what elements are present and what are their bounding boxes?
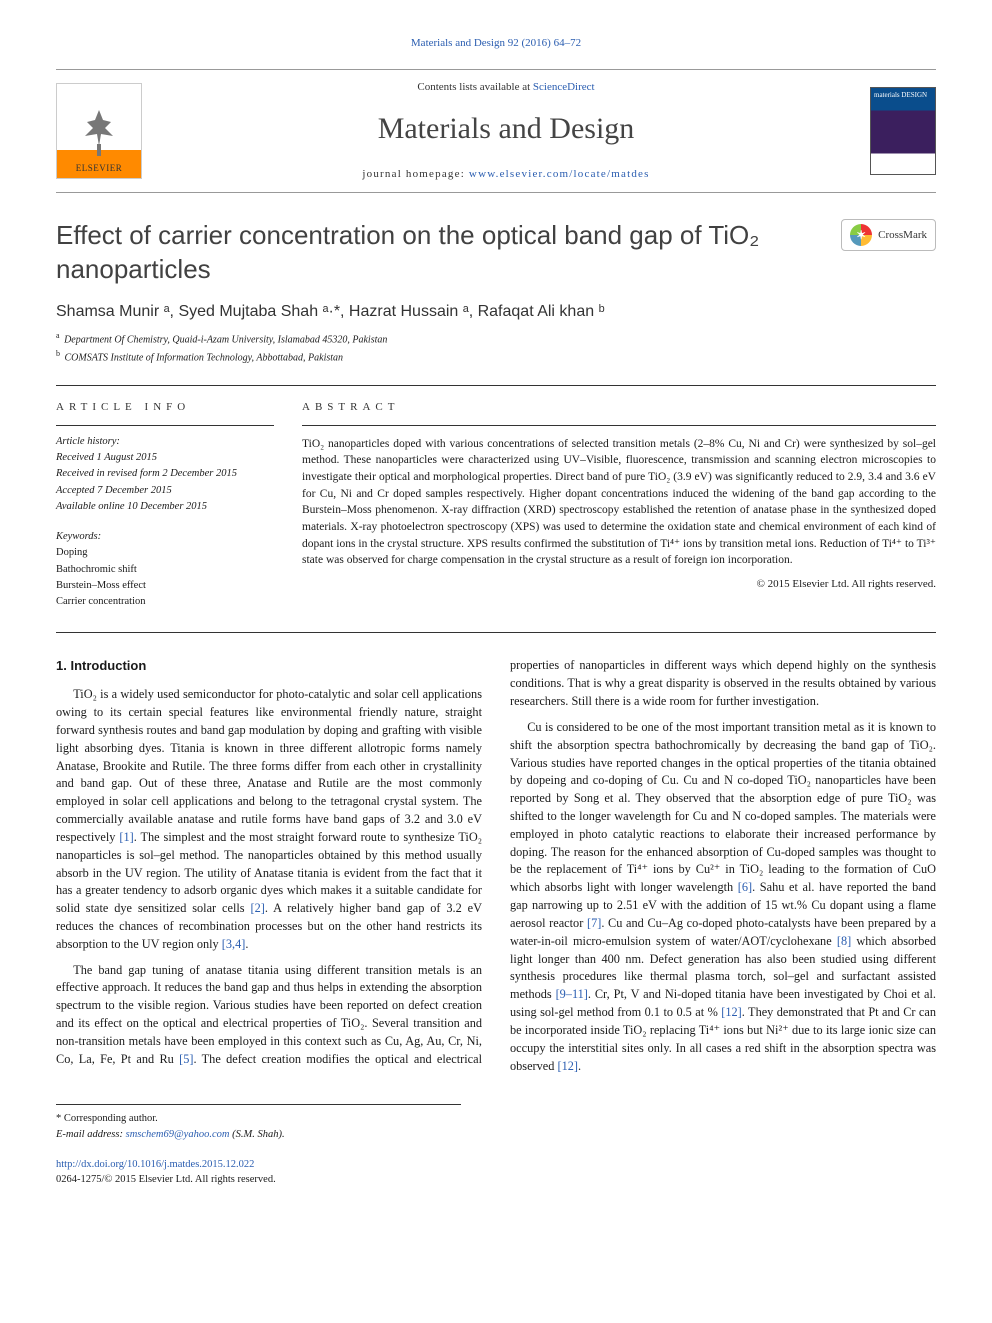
history-label: Article history: [56,434,274,450]
header-citation: Materials and Design 92 (2016) 64–72 [56,36,936,51]
crossmark-badge[interactable]: ✶ CrossMark [841,219,936,251]
email-name: (S.M. Shah). [232,1129,285,1140]
affil-sup: a [56,331,60,340]
affil-sup: b [56,349,60,358]
history-line: Available online 10 December 2015 [56,499,274,515]
abstract-rule [302,425,936,426]
journal-cover-thumb: materials DESIGN [870,87,936,175]
homepage-url[interactable]: www.elsevier.com/locate/matdes [469,168,650,180]
keyword: Bathochromic shift [56,562,274,578]
keyword: Burstein–Moss effect [56,578,274,594]
cover-thumb-text: materials DESIGN [874,91,927,99]
corresponding-author: * Corresponding author. [56,1111,461,1127]
homepage-prefix: journal homepage: [362,168,469,180]
title-row: Effect of carrier concentration on the o… [56,219,936,287]
journal-name: Materials and Design [158,109,854,150]
abstract-text: TiO₂ nanoparticles doped with various co… [302,436,936,569]
article-info-column: ARTICLE INFO Article history: Received 1… [56,400,274,611]
doi-block: http://dx.doi.org/10.1016/j.matdes.2015.… [56,1157,936,1189]
masthead: ELSEVIER Contents lists available at Sci… [56,69,936,193]
elsevier-tree-icon [79,106,119,160]
body-paragraph: Cu is considered to be one of the most i… [510,719,936,1076]
history-line: Received 1 August 2015 [56,450,274,466]
contents-line: Contents lists available at ScienceDirec… [158,80,854,95]
section-heading-intro: 1. Introduction [56,657,482,676]
history-line: Received in revised form 2 December 2015 [56,466,274,482]
abstract-label: ABSTRACT [302,400,936,415]
abstract-copyright: © 2015 Elsevier Ltd. All rights reserved… [302,577,936,592]
email-label: E-mail address: [56,1129,123,1140]
email-line: E-mail address: smschem69@yahoo.com (S.M… [56,1127,461,1143]
authors-line: Shamsa Munir ᵃ, Syed Mujtaba Shah ᵃ·*, H… [56,301,936,323]
history-line: Accepted 7 December 2015 [56,483,274,499]
footer-block: * Corresponding author. E-mail address: … [56,1104,461,1143]
meta-abstract-row: ARTICLE INFO Article history: Received 1… [56,400,936,611]
keywords-block: Keywords: Doping Bathochromic shift Burs… [56,529,274,610]
meta-rule [56,425,274,426]
body-columns: 1. Introduction TiO₂ is a widely used se… [56,657,936,1076]
contents-prefix: Contents lists available at [417,81,532,93]
masthead-center: Contents lists available at ScienceDirec… [142,80,870,182]
divider-top [56,385,936,386]
affiliation-b: b COMSATS Institute of Information Techn… [56,348,936,365]
affil-text: COMSATS Institute of Information Technol… [65,352,344,363]
keyword: Doping [56,545,274,561]
issn-copyright: 0264-1275/© 2015 Elsevier Ltd. All right… [56,1174,276,1185]
crossmark-label: CrossMark [878,228,927,243]
keywords-label: Keywords: [56,529,274,545]
body-paragraph: TiO₂ is a widely used semiconductor for … [56,686,482,953]
elsevier-logo-text: ELSEVIER [76,162,123,174]
abstract-column: ABSTRACT TiO₂ nanoparticles doped with v… [302,400,936,611]
affil-text: Department Of Chemistry, Quaid-i-Azam Un… [64,335,387,346]
doi-link[interactable]: http://dx.doi.org/10.1016/j.matdes.2015.… [56,1159,254,1170]
sciencedirect-link[interactable]: ScienceDirect [533,81,595,93]
crossmark-icon: ✶ [850,224,872,246]
elsevier-logo: ELSEVIER [56,83,142,179]
email-link[interactable]: smschem69@yahoo.com [126,1129,230,1140]
article-title: Effect of carrier concentration on the o… [56,219,816,287]
affiliation-a: a Department Of Chemistry, Quaid-i-Azam … [56,330,936,347]
history-block: Article history: Received 1 August 2015 … [56,434,274,515]
article-info-label: ARTICLE INFO [56,400,274,415]
keyword: Carrier concentration [56,594,274,610]
homepage-line: journal homepage: www.elsevier.com/locat… [158,167,854,182]
divider-bottom [56,632,936,633]
affiliations: a Department Of Chemistry, Quaid-i-Azam … [56,330,936,365]
